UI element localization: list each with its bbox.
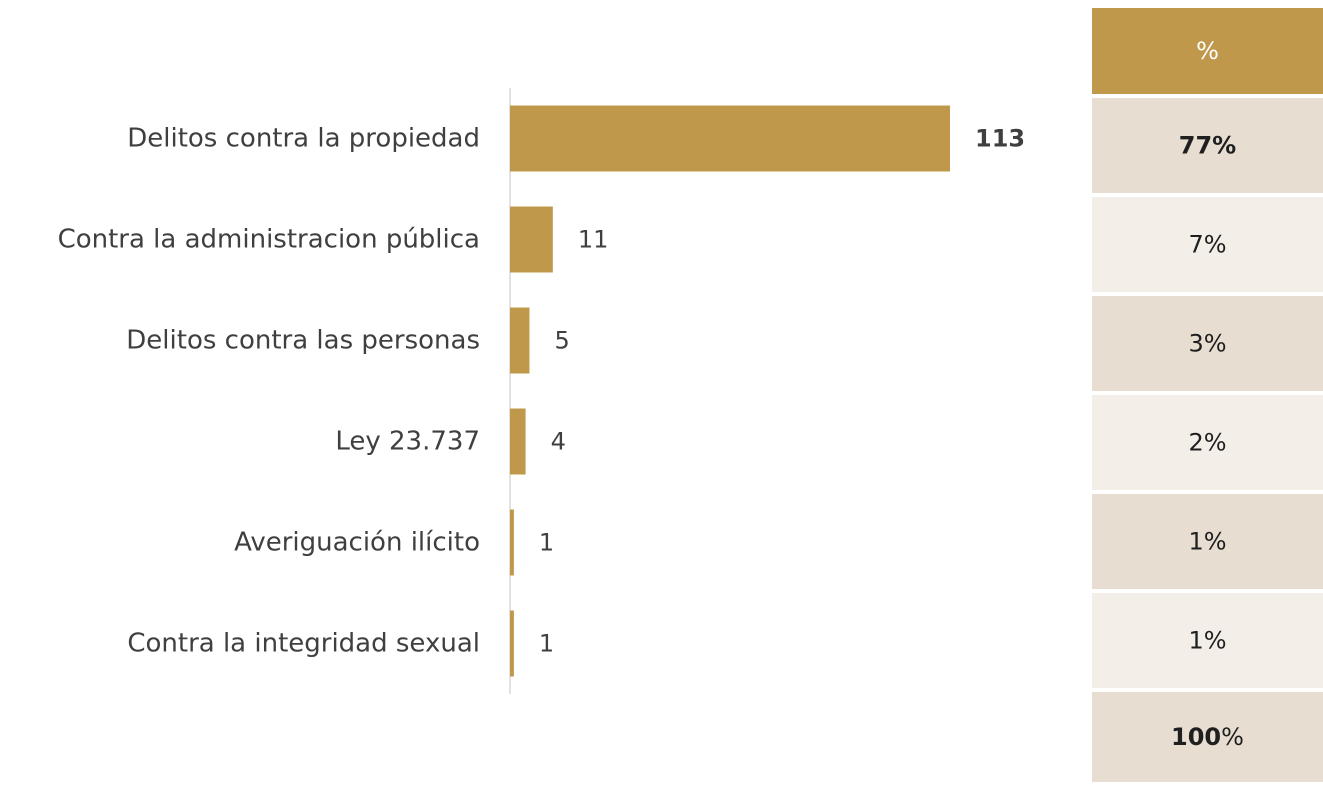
table-total-row — [1092, 692, 1323, 782]
table-cell-percent: 3% — [1188, 330, 1226, 358]
category-label: Ley 23.737 — [335, 427, 480, 457]
bar — [510, 509, 514, 576]
data-label: 4 — [551, 428, 566, 456]
category-label: Contra la administracion pública — [58, 225, 480, 255]
bar — [510, 610, 514, 677]
table-total-number: 100 — [1171, 723, 1221, 751]
table-row — [1092, 494, 1323, 589]
bar — [510, 105, 950, 172]
table-cell-percent: 77% — [1179, 132, 1236, 160]
category-label: Averiguación ilícito — [234, 528, 480, 558]
table-total-symbol: % — [1221, 723, 1244, 751]
bar — [510, 408, 526, 475]
bar — [510, 206, 553, 273]
bar — [510, 307, 530, 374]
percentage-table: % 77% 7% 3% 2% 1% 1% 100% — [1092, 8, 1323, 782]
table-header-label: % — [1196, 37, 1219, 65]
table-cell-percent: 1% — [1188, 627, 1226, 655]
data-label: 1 — [539, 529, 554, 557]
category-label: Contra la integridad sexual — [127, 629, 480, 659]
table-total-label: 100% — [1171, 723, 1244, 751]
bar-chart: Delitos contra la propiedad 113 Contra la … — [58, 88, 1025, 694]
table-row — [1092, 197, 1323, 292]
table-row — [1092, 296, 1323, 391]
table-row — [1092, 98, 1323, 193]
category-label: Delitos contra la propiedad — [127, 124, 480, 154]
data-label: 11 — [578, 226, 609, 254]
category-label: Delitos contra las personas — [126, 326, 480, 356]
table-header-cell — [1092, 8, 1323, 94]
data-label: 113 — [975, 125, 1025, 153]
table-cell-percent: 2% — [1188, 429, 1226, 457]
table-row — [1092, 593, 1323, 688]
table-cell-percent: 7% — [1188, 231, 1226, 259]
table-row — [1092, 395, 1323, 490]
table-cell-percent: 1% — [1188, 528, 1226, 556]
data-label: 1 — [539, 630, 554, 658]
data-label: 5 — [554, 327, 569, 355]
